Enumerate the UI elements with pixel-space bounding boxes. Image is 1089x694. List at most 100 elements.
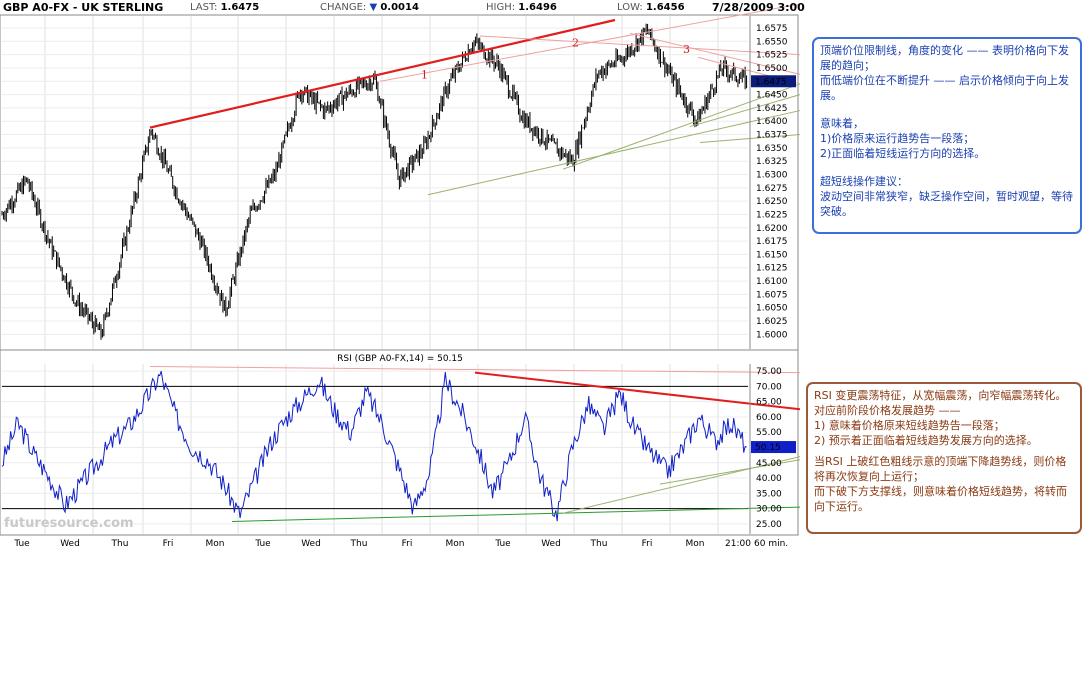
price-tick-label: 1.6175 (756, 237, 788, 247)
rsi-tick-label: 45.00 (756, 459, 782, 469)
x-axis-label: Thu (590, 539, 608, 549)
lower-support-line (427, 110, 801, 196)
upper-fan-line (629, 32, 801, 75)
x-axis-label: Wed (301, 539, 321, 549)
symbol-title: GBP A0-FX - UK STERLING (3, 1, 164, 14)
x-axis-label: Thu (111, 539, 129, 549)
note-top-line: 顶端价位限制线，角度的变化 —— 表明价格向下发展的趋向； (820, 44, 1069, 72)
wave-label: 2 (572, 37, 579, 50)
note-bottom-line: 当RSI 上破红色粗线示意的顶端下降趋势线，则价格将再次恢复向上运行； (814, 455, 1067, 483)
x-axis: Tue Wed Thu Fri Mon Tue Wed Thu Fri Mon Tue Wed Thu F… (13, 539, 788, 549)
price-tick-label: 1.6275 (756, 184, 788, 194)
note-bottom-line: 1) 意味着价格原来短线趋势告一段落； (814, 419, 1005, 432)
down-arrow-icon: ▼ (369, 2, 378, 13)
change-value: 0.0014 (380, 2, 419, 13)
price-tick-label: 1.6125 (756, 264, 788, 274)
last-price-flag (751, 75, 796, 88)
high-value: 1.6496 (518, 2, 557, 13)
analysis-note-top: 顶端价位限制线，角度的变化 —— 表明价格向下发展的趋向； 而低端价位在不断提升… (812, 37, 1082, 234)
x-axis-label: Fri (402, 539, 413, 549)
lower-support-line (689, 94, 801, 128)
price-tick-label: 1.6150 (756, 250, 788, 260)
note-bottom-line: RSI 变更震荡特征，从宽幅震荡，向窄幅震荡转化。 (814, 389, 1067, 402)
x-axis-label: Tue (254, 539, 271, 549)
x-axis-label: Mon (206, 539, 225, 549)
note-top-line: 2)正面临着短线运行方向的选择。 (820, 147, 986, 160)
price-bars (1, 23, 748, 340)
price-tick-label: 1.6525 (756, 51, 788, 61)
change-readout: CHANGE: ▼ 0.0014 (320, 0, 419, 15)
last-readout: LAST: 1.6475 (190, 0, 259, 15)
price-tick-label: 1.6325 (756, 157, 788, 167)
rsi-tick-label: 60.00 (756, 413, 782, 423)
note-top-line: 1)价格原来运行趋势告一段落； (820, 132, 975, 145)
last-price-flag-label: 1.6475 (755, 77, 787, 87)
note-bottom-line: 对应前阶段价格发展趋势 —— (814, 404, 961, 417)
price-tick-label: 1.6425 (756, 104, 788, 114)
rsi-tick-label: 25.00 (756, 520, 782, 530)
price-trendlines: 1 2 3 (149, 3, 801, 196)
price-tick-label: 1.6075 (756, 290, 788, 300)
last-label: LAST: (190, 2, 218, 13)
rsi-tick-label: 75.00 (756, 367, 782, 377)
note-top-line: 而低端价位在不断提升 —— 启示价格倾向于向上发展。 (820, 74, 1069, 102)
price-tick-label: 1.6500 (756, 64, 788, 74)
price-tick-label: 1.6400 (756, 117, 788, 127)
note-top-line: 波动空间非常狭窄，缺乏操作空间，暂时观望，等待突破。 (820, 190, 1073, 218)
rsi-upper-fan-line (149, 366, 801, 374)
x-axis-label: Wed (60, 539, 80, 549)
rsi-tick-label: 40.00 (756, 474, 782, 484)
price-tick-label: 1.6550 (756, 37, 788, 47)
upper-resistance-line (149, 18, 616, 129)
datetime: 7/28/2009 3:00 (712, 1, 805, 14)
note-bottom-line: 2) 预示着正面临着短线趋势发展方向的选择。 (814, 434, 1038, 447)
upper-fan-line (479, 35, 801, 56)
rsi-tick-label: 55.00 (756, 428, 782, 438)
rsi-title: RSI (GBP A0-FX,14) = 50.15 (337, 354, 463, 364)
price-tick-label: 1.6100 (756, 277, 788, 287)
price-tick-label: 1.6250 (756, 197, 788, 207)
low-label: LOW: (617, 2, 643, 13)
rsi-support-line (659, 459, 801, 485)
x-axis-label: Thu (350, 539, 368, 549)
rsi-resistance-line (474, 371, 801, 411)
rsi-tick-label: 30.00 (756, 505, 782, 515)
low-value: 1.6456 (645, 2, 685, 13)
price-tick-label: 1.6575 (756, 24, 788, 34)
note-top-line: 超短线操作建议： (820, 175, 908, 188)
x-axis-label: Fri (642, 539, 653, 549)
rsi-current-flag (751, 441, 796, 454)
price-tick-label: 1.6050 (756, 304, 788, 314)
change-label: CHANGE: (320, 2, 367, 13)
price-axis: 1.6575 1.6550 1.6525 1.6500 1.6475 1.6450 1.64… (749, 16, 796, 349)
x-axis-label: Mon (446, 539, 465, 549)
high-label: HIGH: (486, 2, 516, 13)
rsi-axis: 75.0070.0065.0060.0055.0050.0045.0040.00… (749, 364, 796, 534)
note-top-line: 意味着， (820, 117, 864, 130)
x-axis-label: Tue (494, 539, 511, 549)
x-axis-label: 21:00 (725, 539, 751, 549)
rsi-tick-label: 65.00 (756, 398, 782, 408)
low-readout: LOW: 1.6456 (617, 0, 685, 15)
x-axis-label: Fri (163, 539, 174, 549)
analysis-note-bottom: RSI 变更震荡特征，从宽幅震荡，向窄幅震荡转化。 对应前阶段价格发展趋势 ——… (806, 382, 1082, 534)
rsi-tick-label: 35.00 (756, 489, 782, 499)
lower-support-line (562, 83, 801, 170)
price-tick-label: 1.6025 (756, 317, 788, 327)
x-axis-label: Wed (541, 539, 561, 549)
rsi-support-line (231, 506, 801, 522)
high-readout: HIGH: 1.6496 (486, 0, 557, 15)
price-tick-label: 1.6350 (756, 144, 788, 154)
price-tick-label: 1.6200 (756, 224, 788, 234)
price-tick-label: 1.6000 (756, 330, 788, 340)
watermark: futuresource.com (4, 516, 134, 531)
rsi-support-line (562, 456, 801, 514)
note-bottom-line: 而下破下方支撑线，则意味着价格短线趋势，将转而向下运行。 (814, 485, 1067, 513)
x-axis-interval: 60 min. (754, 539, 788, 549)
wave-label: 1 (421, 69, 428, 82)
x-axis-label: Tue (13, 539, 30, 549)
rsi-panel (0, 349, 799, 536)
x-axis-label: Mon (686, 539, 705, 549)
rsi-tick-label: 70.00 (756, 382, 782, 392)
